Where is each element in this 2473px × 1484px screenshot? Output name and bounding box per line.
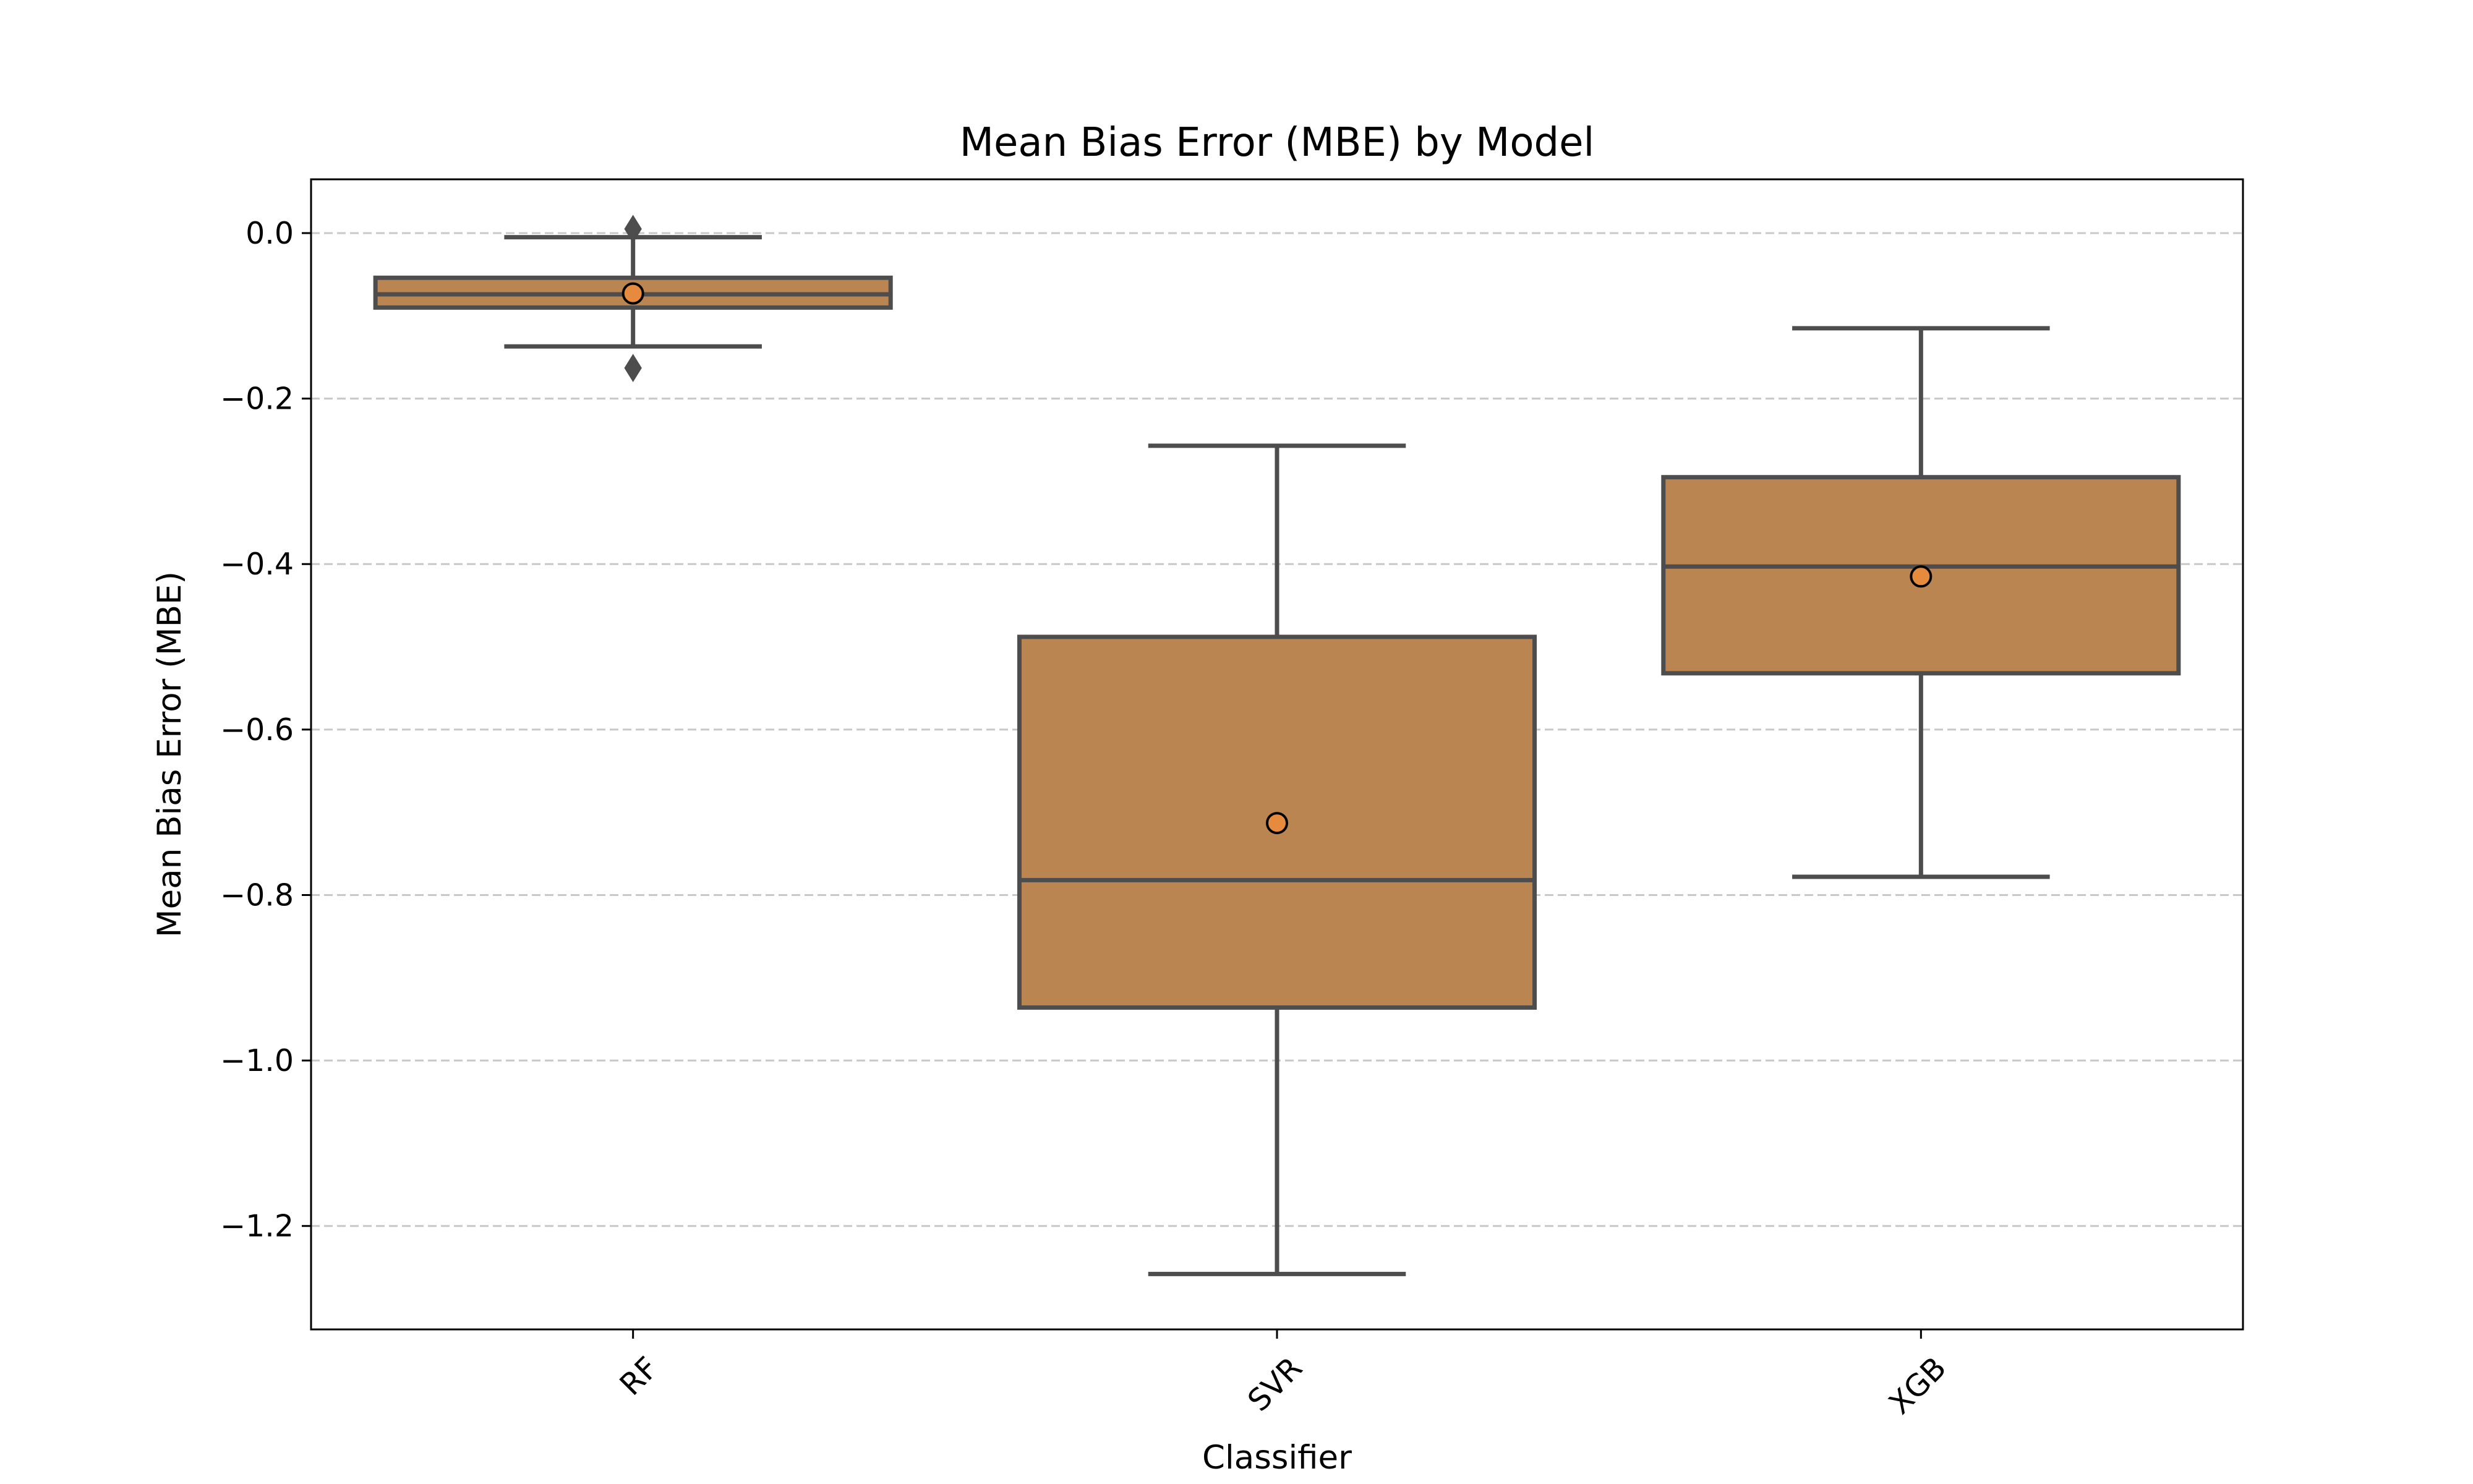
box-plots [373,215,2181,1276]
mean-marker [1910,565,1933,588]
mean-marker [1266,812,1288,835]
outlier-marker [624,215,642,244]
box-xgb [1661,326,2181,879]
box-rf [373,215,893,382]
y-tick-label: −0.4 [220,547,294,582]
y-tick-label: −1.0 [220,1043,294,1078]
y-axis-ticks: 0.0 −0.2 −0.4 −0.6 −0.8 −1.0 −1.2 [220,216,311,1244]
chart-title: Mean Bias Error (MBE) by Model [960,120,1595,166]
y-tick-label: −1.2 [220,1209,294,1244]
box-svr [1017,443,1537,1276]
outlier-marker [624,354,642,382]
x-axis-label: Classifier [1202,1439,1352,1477]
y-tick-label: 0.0 [246,216,294,251]
y-axis-label: Mean Bias Error (MBE) [151,571,189,937]
y-tick-label: −0.8 [220,877,294,913]
y-tick-label: −0.2 [220,382,294,417]
plot-frame [310,178,2244,1331]
iqr-box [1661,475,2181,676]
y-tick-label: −0.6 [220,712,294,748]
mean-marker [621,282,644,305]
